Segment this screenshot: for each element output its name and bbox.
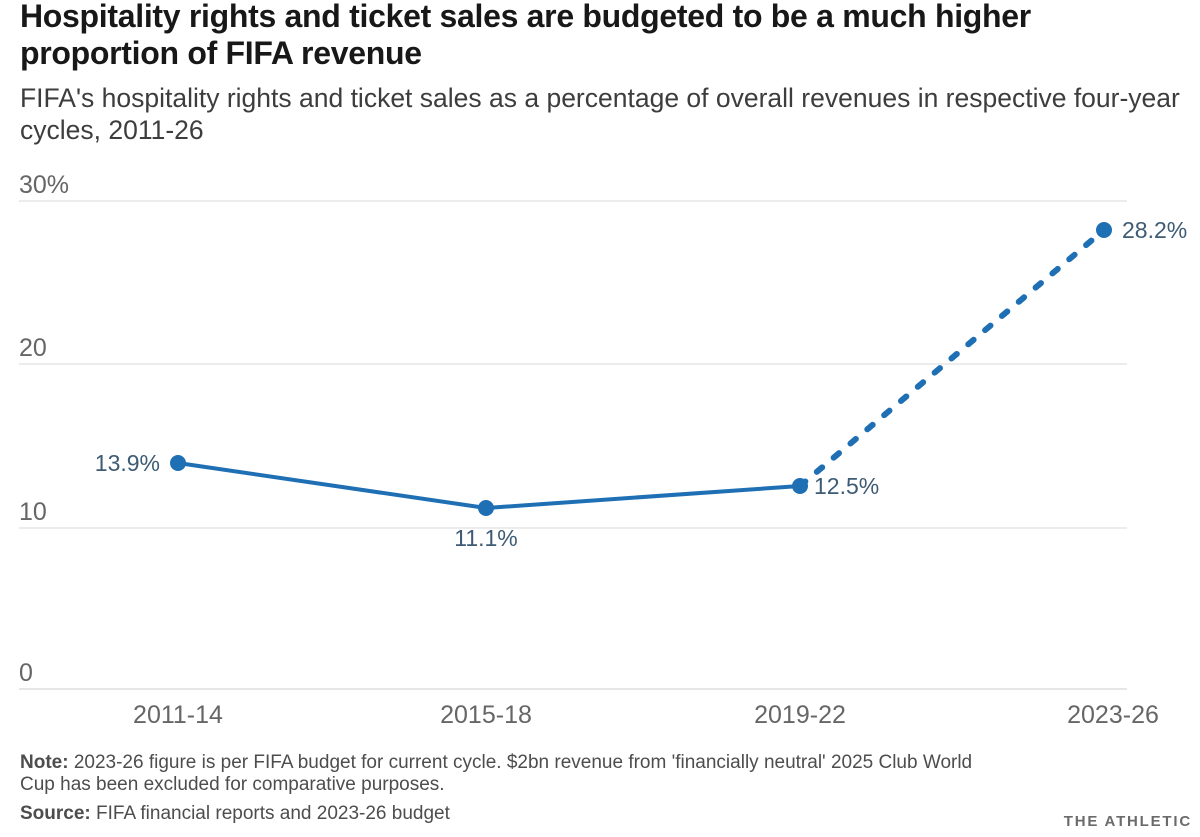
svg-text:0: 0 (19, 659, 33, 687)
svg-text:2011-14: 2011-14 (133, 701, 223, 729)
svg-text:2019-22: 2019-22 (754, 701, 846, 729)
svg-text:12.5%: 12.5% (814, 473, 879, 499)
svg-text:2023-26: 2023-26 (1067, 701, 1159, 729)
svg-text:20: 20 (19, 334, 47, 362)
svg-text:30%: 30% (19, 171, 69, 199)
svg-text:10: 10 (19, 498, 47, 526)
svg-text:28.2%: 28.2% (1122, 217, 1187, 243)
svg-text:11.1%: 11.1% (454, 525, 518, 551)
svg-text:13.9%: 13.9% (95, 450, 160, 476)
svg-text:2015-18: 2015-18 (440, 701, 532, 729)
